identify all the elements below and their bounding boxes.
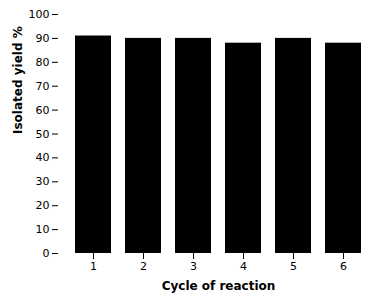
svg-text:90: 90: [36, 32, 50, 45]
svg-text:1: 1: [90, 260, 97, 273]
svg-text:0: 0: [43, 247, 50, 260]
svg-text:20: 20: [36, 199, 50, 212]
svg-text:2: 2: [140, 260, 147, 273]
svg-text:40: 40: [36, 151, 50, 164]
svg-text:70: 70: [36, 80, 50, 93]
svg-text:4: 4: [240, 260, 247, 273]
svg-text:Cycle of reaction: Cycle of reaction: [162, 279, 276, 293]
svg-text:5: 5: [290, 260, 297, 273]
svg-text:10: 10: [36, 223, 50, 236]
svg-text:30: 30: [36, 175, 50, 188]
svg-text:3: 3: [190, 260, 197, 273]
svg-text:60: 60: [36, 104, 50, 117]
svg-text:50: 50: [36, 128, 50, 141]
svg-text:Isolated yield %: Isolated yield %: [11, 26, 25, 134]
svg-text:100: 100: [29, 8, 50, 21]
svg-text:80: 80: [36, 56, 50, 69]
svg-text:6: 6: [340, 260, 347, 273]
